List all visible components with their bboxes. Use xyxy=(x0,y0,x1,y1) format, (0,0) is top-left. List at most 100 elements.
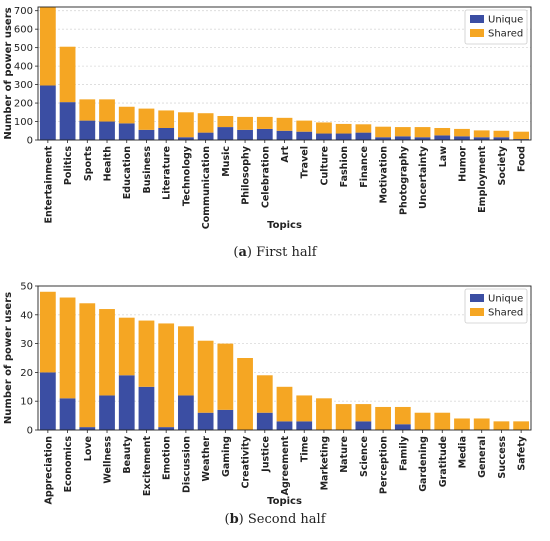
x-tick-label-nature: Nature xyxy=(339,436,350,473)
legend-swatch-shared xyxy=(470,29,484,37)
y-tick-label: 30 xyxy=(20,339,33,350)
y-tick-label: 500 xyxy=(14,43,33,54)
bar-shared-finance xyxy=(355,124,372,133)
bar-unique-excitement xyxy=(138,386,155,430)
bar-unique-humor xyxy=(454,136,470,140)
bar-unique-education xyxy=(118,123,135,140)
bar-unique-entertainment xyxy=(39,85,56,140)
x-tick-label-food: Food xyxy=(517,146,528,172)
x-tick-label-entertainment: Entertainment xyxy=(43,146,54,224)
x-tick-label-law: Law xyxy=(438,146,449,167)
caption-second-half-text: Second half xyxy=(247,512,326,527)
x-tick-label-education: Education xyxy=(122,146,133,199)
bar-shared-economics xyxy=(59,297,76,399)
bar-shared-law xyxy=(434,127,451,136)
x-tick-label-media: Media xyxy=(457,436,468,468)
x-tick-label-gardening: Gardening xyxy=(418,436,429,492)
x-tick-label-science: Science xyxy=(359,436,370,477)
x-tick-label-technology: Technology xyxy=(181,145,192,206)
bar-shared-travel xyxy=(296,120,313,132)
bar-unique-emotion xyxy=(158,427,175,430)
bar-unique-science xyxy=(355,421,372,430)
y-axis-label: Number of power users xyxy=(3,7,14,139)
bar-unique-employment xyxy=(473,137,490,140)
caption-second-half-tag: b xyxy=(229,512,239,527)
x-tick-label-discussion: Discussion xyxy=(181,436,192,493)
y-axis-label: Number of power users xyxy=(3,292,14,424)
x-tick-label-love: Love xyxy=(83,436,94,461)
bar-unique-technology xyxy=(178,137,194,140)
x-tick-label-time: Time xyxy=(300,436,311,462)
x-tick-label-creativity: Creativity xyxy=(241,435,252,488)
x-tick-label-motivation: Motivation xyxy=(379,146,390,204)
x-tick-label-gaming: Gaming xyxy=(221,436,232,477)
bar-unique-literature xyxy=(158,127,175,140)
x-tick-label-justice: Justice xyxy=(260,436,271,473)
bar-shared-art xyxy=(276,117,293,131)
y-tick-label: 200 xyxy=(14,99,33,110)
y-tick-label: 40 xyxy=(20,310,33,321)
bar-unique-health xyxy=(99,121,115,140)
x-tick-label-travel: Travel xyxy=(300,146,311,178)
x-tick-label-literature: Literature xyxy=(162,146,173,200)
bar-shared-emotion xyxy=(158,323,175,428)
caption-first-half: (a) First half xyxy=(233,245,317,260)
bar-unique-agreement xyxy=(276,421,293,430)
x-tick-label-wellness: Wellness xyxy=(103,436,114,484)
x-tick-label-finance: Finance xyxy=(359,146,370,188)
legend-label-unique: Unique xyxy=(488,294,523,305)
x-tick-label-uncertainty: Uncertainty xyxy=(418,145,429,209)
bar-unique-love xyxy=(79,427,96,430)
chart-first-half: 0 100 200 300 400 500 600 700 Entertainment Polit… xyxy=(3,6,532,231)
bar-shared-excitement xyxy=(138,320,155,387)
bar-shared-literature xyxy=(158,110,175,128)
bar-shared-media xyxy=(454,418,470,430)
bar-unique-economics xyxy=(59,398,76,430)
bar-shared-entertainment xyxy=(39,7,56,86)
bar-unique-motivation xyxy=(375,137,391,140)
plot-frame xyxy=(37,6,532,141)
y-tick-label: 100 xyxy=(14,117,33,128)
bar-unique-wellness xyxy=(99,395,115,430)
bar-unique-art xyxy=(276,130,293,140)
y-tick-label: 600 xyxy=(14,25,33,36)
bar-shared-uncertainty xyxy=(414,127,431,138)
bar-shared-success xyxy=(493,421,510,430)
bar-unique-time xyxy=(296,421,313,430)
bar-shared-business xyxy=(138,108,155,130)
y-tick-label: 20 xyxy=(20,368,33,379)
bar-unique-beauty xyxy=(118,375,135,430)
x-tick-label-society: Society xyxy=(497,145,508,185)
bar-unique-politics xyxy=(59,102,76,140)
bar-unique-photography xyxy=(394,136,411,140)
bar-shared-weather xyxy=(197,340,214,413)
x-tick-label-marketing: Marketing xyxy=(319,436,330,490)
bar-unique-justice xyxy=(256,412,273,430)
bar-unique-finance xyxy=(355,132,372,140)
bar-shared-communication xyxy=(197,113,214,133)
x-tick-label-economics: Economics xyxy=(63,436,74,493)
x-tick-label-business: Business xyxy=(142,146,153,194)
bar-unique-communication xyxy=(197,132,214,140)
bar-unique-sports xyxy=(79,120,96,140)
x-tick-label-fashion: Fashion xyxy=(339,146,350,188)
y-tick-label: 700 xyxy=(14,6,33,17)
x-tick-label-politics: Politics xyxy=(63,146,74,185)
bar-shared-agreement xyxy=(276,386,293,422)
chart-second-half: 0 10 20 30 40 50 Appreciation Economics Love Well… xyxy=(3,282,532,507)
legend-label-unique: Unique xyxy=(488,15,523,26)
bar-unique-appreciation xyxy=(39,372,56,430)
bar-shared-motivation xyxy=(375,126,391,138)
bar-unique-celebration xyxy=(256,128,273,140)
x-tick-label-emotion: Emotion xyxy=(162,436,173,480)
bar-shared-gaming xyxy=(217,343,234,410)
y-tick-label: 10 xyxy=(20,397,33,408)
bar-shared-beauty xyxy=(118,317,135,376)
bar-unique-gaming xyxy=(217,409,234,430)
bar-shared-science xyxy=(355,404,372,422)
legend-swatch-shared xyxy=(470,308,484,316)
bar-shared-humor xyxy=(454,128,470,137)
x-tick-label-celebration: Celebration xyxy=(260,146,271,208)
bar-unique-family xyxy=(394,424,411,430)
